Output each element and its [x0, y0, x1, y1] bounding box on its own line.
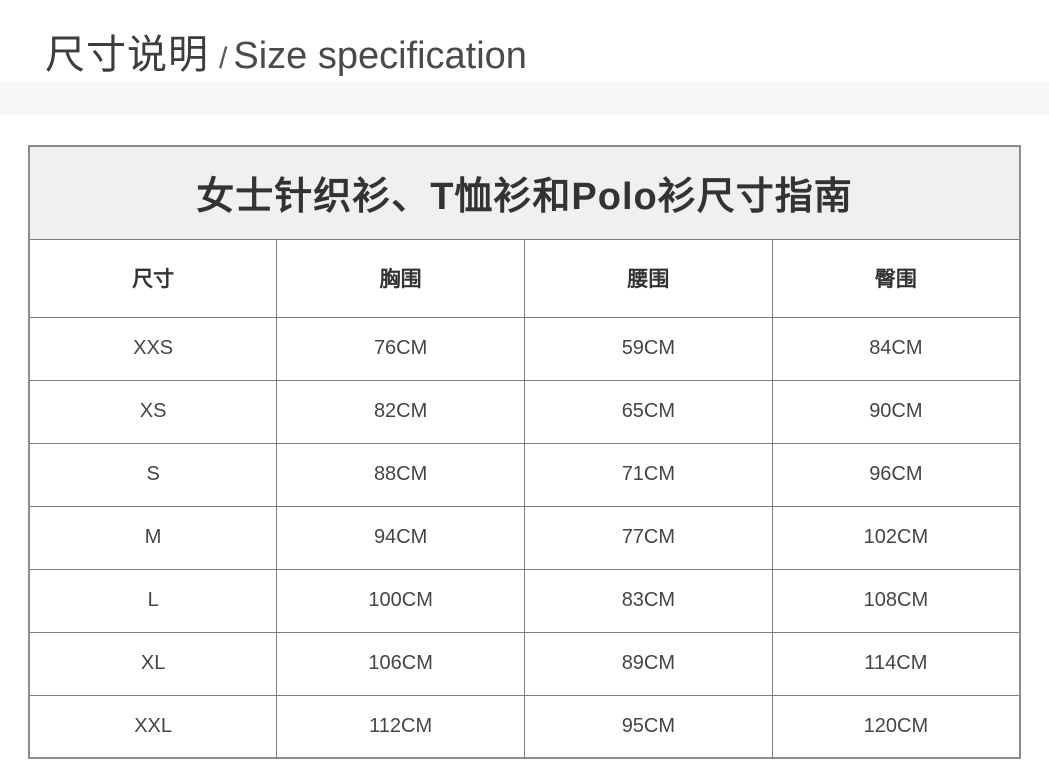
measurement-cell: 100CM	[276, 568, 525, 633]
column-header-bust: 胸围	[276, 238, 525, 318]
measurement-cell: 114CM	[771, 631, 1021, 696]
column-header-waist: 腰围	[524, 238, 773, 318]
size-cell: L	[28, 568, 278, 633]
table-row: XS 82CM 65CM 90CM	[28, 379, 1021, 444]
table-row: M 94CM 77CM 102CM	[28, 505, 1021, 570]
measurement-cell: 90CM	[771, 379, 1021, 444]
measurement-cell: 89CM	[524, 631, 773, 696]
table-row: XL 106CM 89CM 114CM	[28, 631, 1021, 696]
table-row: S 88CM 71CM 96CM	[28, 442, 1021, 507]
page-title: 尺寸说明 / Size specification	[0, 0, 1049, 82]
measurement-cell: 95CM	[524, 694, 773, 759]
heading-divider-band	[0, 82, 1049, 115]
measurement-cell: 77CM	[524, 505, 773, 570]
size-cell: XS	[28, 379, 278, 444]
column-header-hip: 臀围	[771, 238, 1021, 318]
column-header-size: 尺寸	[28, 238, 278, 318]
measurement-cell: 84CM	[771, 316, 1021, 381]
measurement-cell: 94CM	[276, 505, 525, 570]
measurement-cell: 65CM	[524, 379, 773, 444]
table-title: 女士针织衫、T恤衫和Polo衫尺寸指南	[28, 145, 1021, 240]
measurement-cell: 120CM	[771, 694, 1021, 759]
measurement-cell: 96CM	[771, 442, 1021, 507]
measurement-cell: 83CM	[524, 568, 773, 633]
measurement-cell: 82CM	[276, 379, 525, 444]
table-title-row: 女士针织衫、T恤衫和Polo衫尺寸指南	[28, 145, 1021, 240]
table-row: XXS 76CM 59CM 84CM	[28, 316, 1021, 381]
measurement-cell: 102CM	[771, 505, 1021, 570]
measurement-cell: 76CM	[276, 316, 525, 381]
size-cell: S	[28, 442, 278, 507]
measurement-cell: 88CM	[276, 442, 525, 507]
measurement-cell: 108CM	[771, 568, 1021, 633]
table-row: L 100CM 83CM 108CM	[28, 568, 1021, 633]
size-cell: XXL	[28, 694, 278, 759]
table-row: XXL 112CM 95CM 120CM	[28, 694, 1021, 759]
measurement-cell: 106CM	[276, 631, 525, 696]
measurement-cell: 59CM	[524, 316, 773, 381]
size-spec-table: 女士针织衫、T恤衫和Polo衫尺寸指南 尺寸 胸围 腰围 臀围 XXS 76CM…	[28, 145, 1021, 759]
measurement-cell: 112CM	[276, 694, 525, 759]
size-cell: M	[28, 505, 278, 570]
page-title-zh: 尺寸说明	[45, 33, 209, 77]
size-cell: XL	[28, 631, 278, 696]
page-title-en: Size specification	[233, 35, 527, 77]
measurement-cell: 71CM	[524, 442, 773, 507]
page-title-divider: /	[219, 42, 228, 75]
size-cell: XXS	[28, 316, 278, 381]
table-header-row: 尺寸 胸围 腰围 臀围	[28, 238, 1021, 318]
